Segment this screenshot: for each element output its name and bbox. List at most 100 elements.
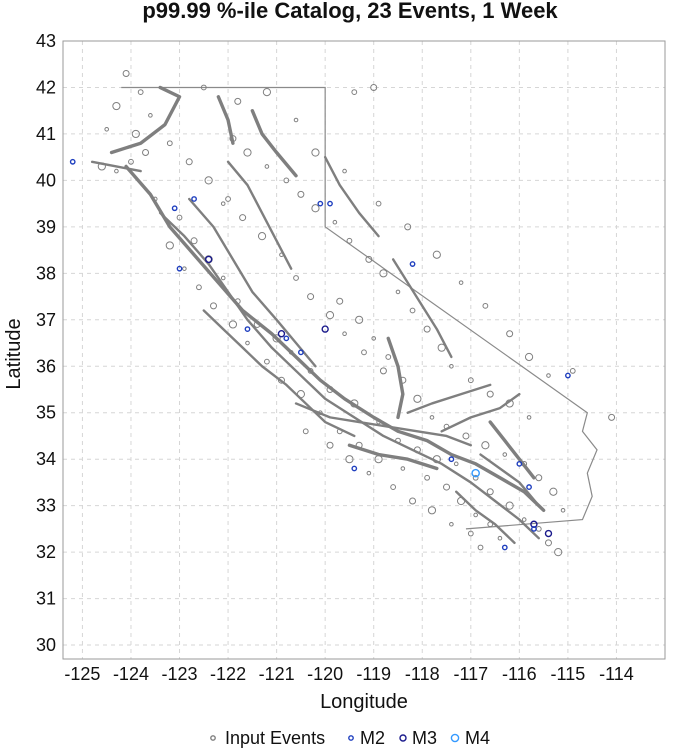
input-event-point: [336, 428, 343, 435]
input-event-point: [283, 177, 290, 184]
fault-trace: [455, 490, 516, 545]
input-event-point: [288, 350, 294, 355]
boundary-line: [121, 86, 598, 530]
input-event-point: [200, 84, 207, 91]
input-event-point: [424, 474, 431, 481]
event-m2-point: [69, 158, 76, 165]
input-event-point: [569, 368, 576, 374]
input-event-point: [311, 148, 320, 157]
input-event-point: [365, 255, 373, 263]
input-event-point: [502, 452, 508, 457]
event-m2-point: [516, 460, 523, 467]
input-event-point: [497, 535, 503, 541]
y-tick-label: 30: [36, 635, 56, 655]
fault-trace: [440, 392, 521, 433]
fault-trace: [158, 211, 540, 540]
input-event-point: [535, 474, 543, 482]
input-event-point: [234, 97, 242, 105]
legend-label: M4: [465, 728, 490, 748]
y-tick-label: 31: [36, 589, 56, 609]
event-m2-point: [409, 261, 416, 267]
event-m3-point: [204, 255, 213, 264]
input-event-point: [277, 376, 285, 384]
legend-marker: [450, 733, 460, 743]
input-event-point: [361, 349, 367, 356]
x-tick-label: -118: [405, 664, 440, 684]
input-event-point: [462, 432, 470, 440]
input-event-point: [355, 441, 363, 449]
event-m2-point: [283, 335, 290, 342]
input-event-point: [413, 394, 422, 403]
input-event-point: [379, 269, 388, 278]
input-event-point: [229, 135, 237, 143]
input-event-point: [549, 487, 558, 496]
legend-marker: [348, 735, 354, 741]
event-m3-point: [321, 325, 329, 333]
input-event-point: [345, 455, 354, 464]
input-event-point: [544, 539, 552, 547]
input-events: [97, 70, 616, 557]
input-event-point: [413, 446, 421, 454]
input-event-point: [332, 219, 338, 225]
grid: [63, 40, 665, 659]
input-event-point: [546, 373, 551, 378]
event-m2-point: [531, 525, 537, 532]
input-event-point: [152, 196, 158, 202]
input-event-point: [505, 501, 514, 510]
input-event-point: [554, 548, 563, 557]
input-event-point: [210, 302, 217, 310]
input-event-point: [351, 89, 358, 96]
input-event-point: [486, 390, 494, 398]
fault-trace: [347, 443, 439, 471]
input-event-point: [182, 266, 187, 271]
legend: Input Events M2 M3 M4: [210, 728, 490, 748]
input-event-point: [234, 298, 241, 305]
event-m2-point: [501, 544, 508, 551]
input-event-point: [355, 315, 364, 324]
x-tick-label: -115: [551, 664, 586, 684]
input-event-point: [239, 214, 247, 222]
input-event-point: [131, 129, 140, 139]
x-tick-label: -124: [113, 664, 149, 684]
input-event-point: [142, 149, 150, 157]
input-event-point: [376, 419, 381, 425]
input-event-point: [443, 483, 451, 491]
event-m3-point: [277, 330, 286, 338]
x-tick-label: -117: [453, 664, 488, 684]
y-tick-label: 43: [36, 31, 56, 51]
input-event-point: [409, 307, 416, 314]
input-event-point: [521, 517, 527, 522]
input-event-point: [506, 330, 514, 338]
input-event-point: [307, 293, 315, 301]
input-event-point: [342, 168, 347, 174]
input-event-point: [427, 506, 437, 515]
fault-trace: [124, 164, 546, 513]
chart-title: p99.99 %-ile Catalog, 23 Events, 1 Week: [142, 0, 558, 23]
input-event-point: [264, 164, 270, 169]
input-event-point: [432, 455, 441, 464]
y-tick-label: 33: [36, 496, 56, 516]
input-event-point: [458, 280, 464, 285]
legend-label: M3: [412, 728, 437, 748]
input-event-point: [449, 363, 454, 369]
input-event-point: [165, 241, 174, 250]
input-event-point: [220, 201, 226, 206]
input-event-point: [560, 508, 566, 513]
y-tick-label: 32: [36, 542, 56, 562]
input-event-point: [374, 455, 383, 464]
event-m2-point: [526, 484, 532, 490]
event-m2-point: [297, 349, 304, 356]
input-event-point: [196, 284, 202, 291]
input-event-point: [326, 385, 334, 393]
fault-trace: [202, 309, 356, 438]
fault-trace: [250, 108, 298, 178]
y-tick-label: 41: [36, 124, 56, 144]
input-event-point: [220, 275, 226, 281]
input-event-point: [526, 415, 532, 420]
input-event-point: [370, 83, 378, 91]
input-event-point: [253, 320, 261, 328]
y-tick-label: 38: [36, 263, 56, 283]
input-event-point: [297, 190, 305, 198]
event-m2-point: [448, 456, 455, 463]
